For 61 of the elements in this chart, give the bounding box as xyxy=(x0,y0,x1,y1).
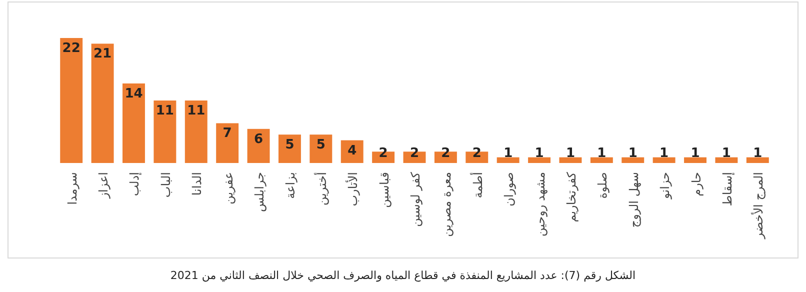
bar xyxy=(278,134,301,163)
x-tick-label: أخترين xyxy=(314,172,329,206)
data-label: 4 xyxy=(348,143,357,158)
bar xyxy=(496,157,520,163)
x-tick-label: الباب xyxy=(158,172,173,198)
bar xyxy=(559,157,582,163)
bar xyxy=(715,157,738,163)
bar xyxy=(652,157,676,163)
x-tick-label: سرمدا xyxy=(65,172,80,205)
bar xyxy=(154,100,176,163)
x-tick-label: قباسين xyxy=(377,172,392,208)
x-tick-label: بزاعة xyxy=(284,172,298,199)
x-tick-label: حارم xyxy=(689,172,704,196)
x-tick-label: عفرين xyxy=(221,172,236,204)
x-tick-label: جرابلس xyxy=(252,172,267,212)
x-tick-label: كفرتخاريم xyxy=(564,172,578,222)
bar xyxy=(746,157,769,163)
x-tick-label: الأتارب xyxy=(345,172,360,206)
data-label: 7 xyxy=(222,126,232,142)
x-tick-label: إسقاط xyxy=(720,172,734,206)
data-label: 1 xyxy=(566,146,575,161)
data-label: 14 xyxy=(124,86,143,102)
bar xyxy=(247,128,270,163)
data-label: 1 xyxy=(504,146,513,161)
data-label: 6 xyxy=(254,132,264,147)
bar xyxy=(622,157,644,163)
bar xyxy=(216,123,239,163)
data-label: 1 xyxy=(534,146,544,161)
x-tick-label: أطمة xyxy=(470,172,485,198)
x-tick-label: صلوة xyxy=(596,172,610,199)
x-tick-label: معرة مصرين xyxy=(440,172,454,237)
text: الشكل رقم (7): عدد المشاريع المنفذة في قطاع المياه والصرف الصحي خلال النصف الثاني من 2021 xyxy=(170,269,636,282)
data-label: 5 xyxy=(316,138,326,153)
bar xyxy=(184,100,208,163)
bar xyxy=(122,83,145,163)
bar xyxy=(684,157,706,163)
data-label: 1 xyxy=(690,146,700,161)
x-tick-label: المرج الأخضر xyxy=(750,172,766,240)
bar xyxy=(528,157,551,163)
data-label: 1 xyxy=(628,146,638,161)
x-tick-label: اعزاز xyxy=(96,172,111,200)
data-label: 1 xyxy=(722,146,731,161)
data-label: 11 xyxy=(187,104,206,118)
bar xyxy=(590,157,613,163)
bar xyxy=(91,44,114,163)
x-tick-label: صوران xyxy=(502,172,516,206)
data-label: 1 xyxy=(597,146,606,161)
x-tick-label: إدلب xyxy=(128,172,142,196)
data-label: 21 xyxy=(94,46,112,62)
x-tick-label: حزانو xyxy=(658,172,672,200)
x-tick-label: سهل الروج xyxy=(626,172,641,228)
x-tick-label: الدانا xyxy=(190,172,204,196)
x-tick-label: مشهد روحين xyxy=(533,172,548,237)
bar xyxy=(60,38,83,163)
data-label: 1 xyxy=(660,146,669,161)
data-label: 22 xyxy=(62,41,80,56)
bar xyxy=(310,134,332,163)
data-label: 1 xyxy=(753,146,762,161)
x-tick-label: كفر لوسين xyxy=(408,172,422,227)
data-label: 5 xyxy=(285,138,294,153)
data-label: 11 xyxy=(156,104,174,118)
